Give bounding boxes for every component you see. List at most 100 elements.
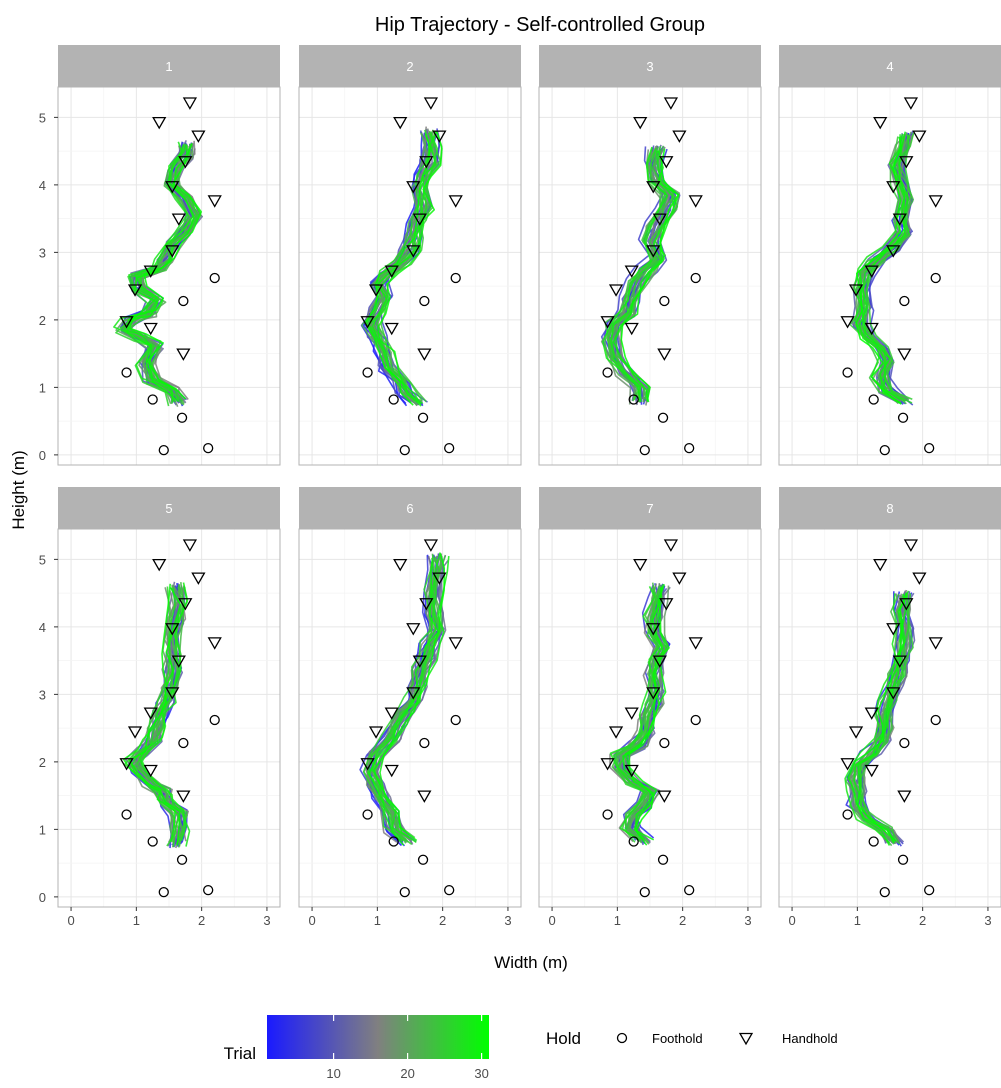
x-tick-label: 2: [198, 913, 205, 928]
handhold-marker: [928, 195, 943, 208]
foothold-marker: [178, 295, 189, 307]
handhold-marker: [873, 116, 888, 130]
foothold-marker: [899, 295, 910, 307]
trial-line: [115, 148, 190, 407]
trial-line: [602, 146, 669, 401]
x-tick-label: 0: [548, 913, 555, 928]
handhold-marker: [864, 707, 879, 720]
handhold-marker: [360, 758, 375, 771]
trajectory-lines: [359, 552, 450, 847]
foothold-marker: [930, 714, 941, 726]
facet-panel-3: 3: [538, 45, 762, 466]
handhold-marker: [406, 245, 421, 258]
handhold-marker: [165, 687, 180, 700]
handhold-marker: [171, 213, 186, 226]
trial-line: [128, 143, 202, 400]
trial-line: [610, 147, 666, 401]
handhold-marker: [897, 348, 912, 361]
handhold-marker: [423, 97, 439, 110]
facet-panel-5: 5 0 1 2 3 4 5 0 1 2 3: [39, 487, 281, 928]
hold-legend-title: Hold: [546, 1029, 581, 1048]
handhold-marker: [182, 539, 198, 552]
handhold-marker: [600, 316, 615, 329]
trial-line: [856, 593, 907, 844]
trajectory-lines: [844, 589, 916, 847]
handhold-marker: [432, 130, 447, 143]
handhold-marker: [171, 655, 186, 668]
handhold-marker: [672, 572, 687, 585]
x-tick-label: 3: [504, 913, 511, 928]
handhold-marker: [892, 213, 907, 226]
foothold-marker: [450, 714, 461, 726]
handhold-marker: [207, 195, 222, 208]
handhold-marker: [417, 790, 432, 803]
foothold-marker: [147, 836, 158, 847]
handhold-marker: [624, 265, 639, 278]
facet-label: 5: [165, 501, 172, 516]
handhold-marker: [659, 598, 674, 611]
handhold-marker: [886, 245, 901, 258]
handhold-marker: [143, 265, 158, 278]
trial-line: [616, 584, 664, 844]
handhold-marker: [127, 284, 143, 297]
panel-border: [778, 528, 1001, 908]
trial-colorbar: Trial 10 20 30: [224, 1015, 489, 1081]
foothold-marker: [868, 836, 879, 847]
colorbar-title: Trial: [224, 1044, 256, 1063]
foothold-marker: [690, 272, 701, 284]
handhold-marker: [406, 623, 421, 636]
trial-line: [371, 131, 437, 407]
foothold-marker: [602, 367, 613, 378]
x-tick-label: 3: [263, 913, 270, 928]
handhold-marker: [848, 284, 864, 297]
handhold-marker: [864, 322, 879, 336]
foothold-marker: [924, 884, 935, 896]
handhold-marker: [417, 348, 432, 361]
chart-title: Hip Trajectory - Self-controlled Group: [375, 14, 705, 36]
panel-border: [538, 86, 762, 466]
facet-panel-8: 8 0 1 2 3: [778, 487, 1001, 928]
handhold-marker: [659, 156, 674, 169]
facet-label: 7: [646, 501, 653, 516]
handhold-marker: [119, 316, 134, 329]
hold-markers: [360, 539, 463, 898]
panel-border: [57, 86, 281, 466]
foothold-marker: [121, 367, 132, 378]
panel-border: [57, 528, 281, 908]
handhold-marker: [892, 655, 907, 668]
trial-line: [614, 585, 661, 842]
hold-markers: [360, 97, 463, 456]
foothold-marker: [147, 394, 158, 405]
trial-line: [377, 131, 443, 405]
handhold-marker: [412, 213, 427, 226]
x-tick-label: 2: [679, 913, 686, 928]
handhold-marker: [176, 348, 191, 361]
handhold-marker: [897, 790, 912, 803]
handhold-marker: [165, 245, 180, 258]
handhold-marker: [663, 97, 679, 110]
facet-panel-2: 2: [298, 45, 522, 466]
handhold-marker: [384, 322, 399, 336]
handhold-marker: [600, 758, 615, 771]
foothold-marker: [176, 854, 188, 865]
trial-line: [858, 134, 915, 405]
foothold-marker: [879, 444, 890, 456]
y-tick-label: 0: [39, 448, 46, 463]
trial-line: [859, 590, 910, 842]
handhold-marker: [657, 790, 672, 803]
y-tick-label: 2: [39, 755, 46, 770]
handhold-marker: [873, 558, 888, 572]
colorbar-tick-label: 20: [400, 1066, 414, 1081]
handhold-marker: [207, 637, 222, 650]
foothold-marker: [628, 394, 639, 405]
trial-line: [370, 552, 441, 839]
y-tick-label: 4: [39, 178, 46, 193]
gridlines: [779, 87, 1001, 465]
trial-line: [369, 132, 431, 401]
gridlines: [299, 87, 521, 465]
foothold-marker: [444, 884, 455, 896]
handhold-marker: [165, 623, 180, 636]
trial-line: [136, 584, 188, 846]
x-tick-label: 0: [308, 913, 315, 928]
foothold-marker: [842, 809, 853, 820]
